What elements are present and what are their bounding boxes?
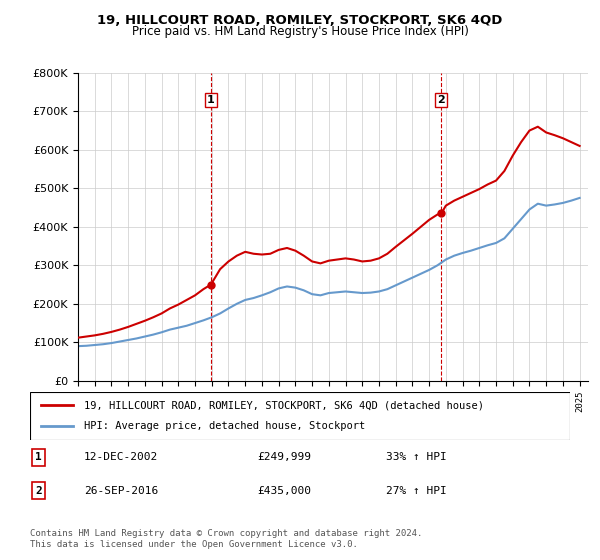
Text: 12-DEC-2002: 12-DEC-2002 bbox=[84, 452, 158, 462]
FancyBboxPatch shape bbox=[30, 392, 570, 440]
Text: 26-SEP-2016: 26-SEP-2016 bbox=[84, 486, 158, 496]
Text: 33% ↑ HPI: 33% ↑ HPI bbox=[386, 452, 447, 462]
Text: £435,000: £435,000 bbox=[257, 486, 311, 496]
Text: Contains HM Land Registry data © Crown copyright and database right 2024.
This d: Contains HM Land Registry data © Crown c… bbox=[30, 529, 422, 549]
Text: 1: 1 bbox=[35, 452, 42, 462]
Text: HPI: Average price, detached house, Stockport: HPI: Average price, detached house, Stoc… bbox=[84, 421, 365, 431]
Text: 27% ↑ HPI: 27% ↑ HPI bbox=[386, 486, 447, 496]
Text: £249,999: £249,999 bbox=[257, 452, 311, 462]
Text: 2: 2 bbox=[35, 486, 42, 496]
Text: 1: 1 bbox=[207, 95, 215, 105]
Text: 2: 2 bbox=[437, 95, 445, 105]
Text: 19, HILLCOURT ROAD, ROMILEY, STOCKPORT, SK6 4QD: 19, HILLCOURT ROAD, ROMILEY, STOCKPORT, … bbox=[97, 14, 503, 27]
Text: 19, HILLCOURT ROAD, ROMILEY, STOCKPORT, SK6 4QD (detached house): 19, HILLCOURT ROAD, ROMILEY, STOCKPORT, … bbox=[84, 400, 484, 410]
Text: Price paid vs. HM Land Registry's House Price Index (HPI): Price paid vs. HM Land Registry's House … bbox=[131, 25, 469, 38]
